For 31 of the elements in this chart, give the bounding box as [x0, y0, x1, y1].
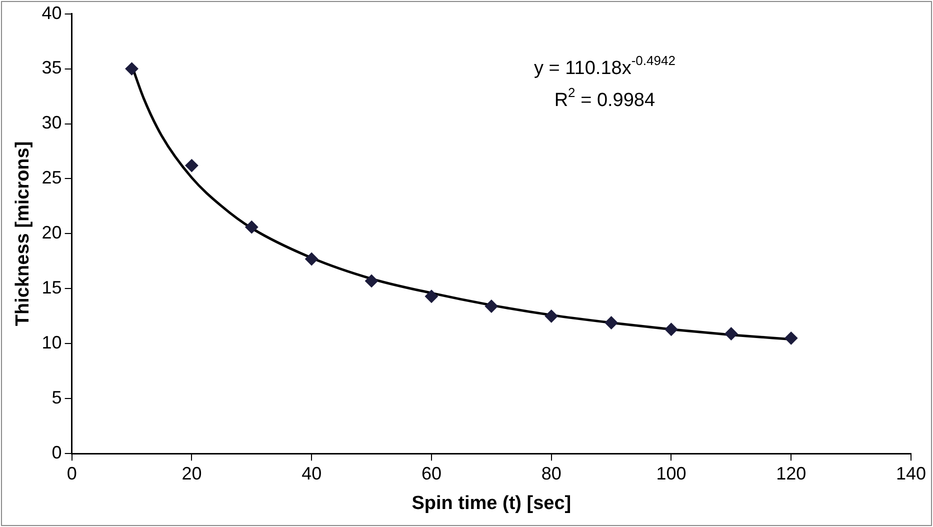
point [784, 332, 798, 345]
point [245, 220, 258, 234]
y-tick-label: 25 [42, 168, 62, 188]
point [664, 322, 678, 336]
y-tick-label: 10 [42, 332, 62, 353]
y-tick-label: 40 [42, 2, 62, 23]
point [544, 310, 558, 323]
point [604, 316, 618, 330]
y-tick-label: 5 [52, 388, 62, 408]
x-tick-label: 60 [421, 463, 442, 484]
point [185, 159, 198, 172]
y-tick-label: 15 [42, 278, 62, 298]
y-tick-label: 30 [42, 112, 62, 133]
point [305, 252, 318, 266]
point [484, 300, 498, 313]
point [724, 327, 738, 340]
x-tick-label: 20 [182, 463, 202, 484]
point [125, 62, 138, 76]
point [365, 274, 378, 288]
y-tick-label: 35 [42, 58, 62, 78]
point [424, 290, 438, 303]
x-tick-label: 0 [66, 463, 77, 484]
x-tick-label: 140 [896, 463, 926, 484]
x-axis-title: Spin time (t) [sec] [412, 492, 572, 514]
x-tick-label: 120 [776, 463, 806, 484]
y-tick-label: 20 [42, 222, 62, 243]
y-tick-label: 0 [52, 442, 62, 463]
x-tick-label: 40 [302, 463, 322, 484]
x-tick-label: 100 [656, 463, 686, 484]
x-tick-label: 80 [541, 463, 562, 484]
y-axis-title: Thickness [microns] [12, 141, 34, 326]
